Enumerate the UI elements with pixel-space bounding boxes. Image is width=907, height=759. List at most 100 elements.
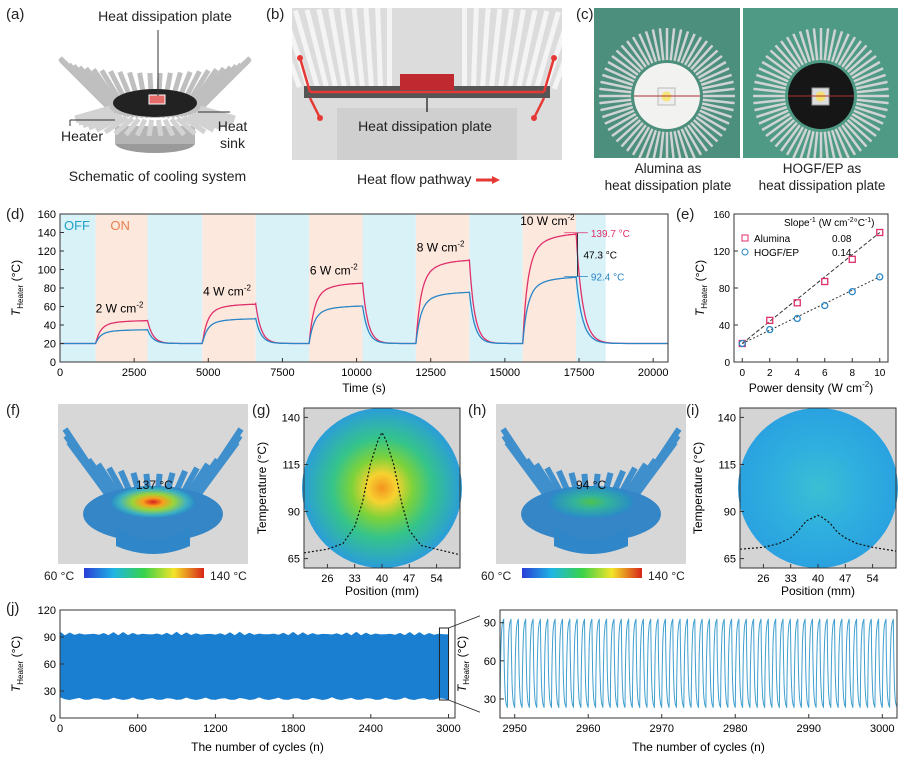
fit-line — [741, 232, 881, 344]
x-tick-label: 10 — [874, 368, 886, 379]
panel-a-caption: Schematic of cooling system — [68, 168, 247, 184]
y-tick-label: 0 — [50, 713, 56, 725]
x-tick-label: 33 — [349, 573, 361, 585]
x-tick-label: 54 — [866, 573, 878, 585]
on-band — [95, 214, 148, 362]
legend-marker — [741, 248, 749, 256]
cycling-band — [60, 631, 449, 700]
y-tick-label: 120 — [713, 247, 730, 258]
y-tick-label: 60 — [44, 659, 56, 671]
y-tick-label: 80 — [719, 284, 731, 295]
on-band — [202, 214, 256, 362]
plot-frame — [499, 609, 898, 719]
y-tick-label: 90 — [44, 632, 56, 644]
x-tick-label: 47 — [839, 573, 851, 585]
annotation-high: 139.7 °C — [591, 229, 630, 240]
y-tick-label: 0 — [724, 358, 730, 369]
off-band — [469, 214, 523, 362]
x-tick-label: 2990 — [797, 723, 821, 735]
heat-flow-arrows — [297, 55, 557, 121]
power-label: 8 W cm-2 — [417, 239, 465, 254]
x-tick-label: 40 — [376, 573, 388, 585]
x-tick-label: 20000 — [638, 367, 669, 379]
off-band — [362, 214, 416, 362]
y-tick-label: 140 — [718, 412, 736, 424]
x-tick-label: 8 — [849, 368, 855, 379]
x-tick-label: 15000 — [490, 367, 521, 379]
x-tick-label: 1800 — [281, 723, 305, 735]
x-tick-label: 3000 — [870, 723, 894, 735]
colorbar-min-h: 60 °C — [481, 569, 512, 583]
panel-e-tag: (e) — [676, 206, 695, 223]
x-tick-label: 2400 — [359, 723, 383, 735]
panel-f-tag: (f) — [6, 402, 21, 419]
y-tick-label: 30 — [484, 694, 496, 706]
y-tick-label: 90 — [724, 507, 736, 519]
x-tick-label: 17500 — [564, 367, 595, 379]
legend-title: Slope-1 (W cm-2°C-1) — [784, 217, 875, 229]
annotation-low: 92.4 °C — [591, 273, 624, 284]
y-tick-label: 20 — [44, 339, 56, 351]
cycling-zoom-chart: 2950 2960 2970 2980 2990 3000 30 60 90 The number… — [455, 609, 898, 754]
point-alumina — [821, 277, 829, 286]
y-tick-label: 115 — [718, 459, 736, 471]
on-band — [309, 214, 363, 362]
on-band — [415, 214, 470, 362]
callout-plate-b: Heat dissipation plate — [358, 118, 492, 134]
x-axis-label: Power density (W cm-2) — [749, 380, 873, 395]
x-tick-label: 54 — [430, 573, 442, 585]
panel-b-caption: Heat flow pathway — [357, 171, 501, 187]
y-axis-label: THeater (°C) — [9, 636, 25, 692]
x-tick-label: 40 — [812, 573, 824, 585]
x-tick-label: 2960 — [576, 723, 600, 735]
point-hogf — [738, 339, 746, 348]
x-tick-label: 600 — [129, 723, 147, 735]
y-tick-label: 90 — [288, 507, 300, 519]
colorbar-min-f: 60 °C — [44, 569, 75, 583]
panel-g-tag: (g) — [252, 402, 271, 419]
x-tick-label: 0 — [739, 368, 745, 379]
fit-line — [742, 276, 880, 344]
callout-heater: Heater — [60, 128, 104, 144]
y-tick-label: 80 — [44, 283, 56, 295]
x-tick-label: 2500 — [122, 367, 146, 379]
hogf-thermal-map — [496, 404, 686, 564]
y-axis-label: Temperature (°C) — [255, 442, 269, 534]
x-tick-label: 33 — [785, 573, 797, 585]
alumina-caption: Alumina as heat dissipation plate — [604, 161, 732, 193]
x-tick-label: 7500 — [270, 367, 294, 379]
x-tick-label: 1200 — [203, 723, 227, 735]
thermal-disk — [302, 408, 462, 568]
x-tick-label: 26 — [321, 573, 333, 585]
y-tick-label: 65 — [724, 554, 736, 566]
heater-block — [148, 94, 166, 105]
thermal-disk — [738, 408, 898, 568]
x-axis-label: The number of cycles (n) — [191, 740, 324, 754]
point-alumina — [876, 228, 884, 237]
y-axis-label: THeater (°C) — [9, 260, 25, 316]
y-tick-label: 120 — [38, 605, 56, 617]
y-axis-label: THeater (°C) — [693, 260, 709, 316]
alumina-photo — [594, 8, 740, 158]
arrow-legend-icon — [476, 176, 501, 185]
panel-j-tag: (j) — [6, 600, 20, 617]
panel-d-tag: (d) — [6, 206, 25, 223]
x-tick-label: 3000 — [436, 723, 460, 735]
legend-slope: 0.14 — [832, 248, 852, 259]
legend-slope: 0.08 — [832, 234, 852, 245]
y-tick-label: 140 — [282, 412, 300, 424]
power-label: 4 W cm-2 — [203, 284, 251, 299]
point-alumina — [793, 299, 801, 307]
panel-i-tag: (i) — [686, 402, 700, 419]
colorbar-h — [522, 568, 642, 578]
y-tick-label: 40 — [719, 321, 731, 332]
hogf-ep-photo — [743, 8, 898, 158]
y-tick-label: 65 — [288, 554, 300, 566]
alumina-profile-chart: 26 33 40 47 54 65 90 115 140 Position (mm) Tempera… — [255, 407, 462, 598]
y-tick-label: 115 — [282, 459, 300, 471]
y-axis-label: Temperature (°C) — [691, 442, 705, 534]
y-tick-label: 100 — [38, 265, 56, 277]
hotspot-temp-h: 94 °C — [576, 478, 607, 492]
y-tick-label: 140 — [38, 228, 56, 240]
x-tick-label: 6 — [822, 368, 828, 379]
